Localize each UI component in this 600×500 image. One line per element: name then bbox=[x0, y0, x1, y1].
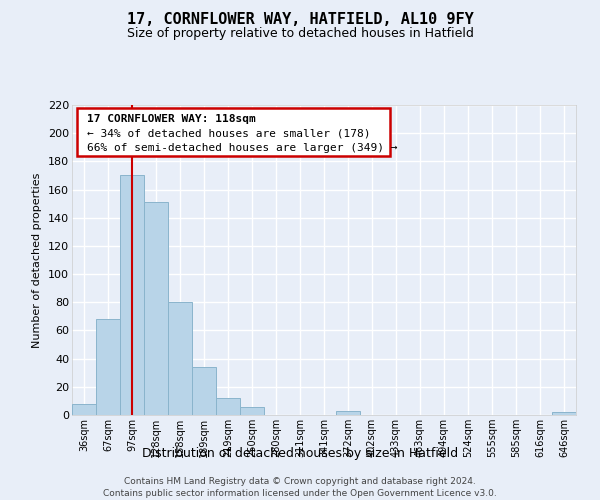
Text: Size of property relative to detached houses in Hatfield: Size of property relative to detached ho… bbox=[127, 28, 473, 40]
Bar bbox=[336, 411, 360, 415]
Text: 17 CORNFLOWER WAY: 118sqm: 17 CORNFLOWER WAY: 118sqm bbox=[87, 114, 256, 124]
Text: Contains public sector information licensed under the Open Government Licence v3: Contains public sector information licen… bbox=[103, 489, 497, 498]
Bar bbox=[168, 302, 192, 415]
Bar bbox=[216, 398, 240, 415]
Bar bbox=[192, 367, 216, 415]
Bar bbox=[120, 176, 144, 415]
Text: Distribution of detached houses by size in Hatfield: Distribution of detached houses by size … bbox=[142, 448, 458, 460]
Y-axis label: Number of detached properties: Number of detached properties bbox=[32, 172, 43, 348]
Text: ← 34% of detached houses are smaller (178): ← 34% of detached houses are smaller (17… bbox=[87, 128, 371, 138]
Bar bbox=[552, 412, 576, 415]
Bar bbox=[72, 404, 96, 415]
Text: 17, CORNFLOWER WAY, HATFIELD, AL10 9FY: 17, CORNFLOWER WAY, HATFIELD, AL10 9FY bbox=[127, 12, 473, 28]
Text: Contains HM Land Registry data © Crown copyright and database right 2024.: Contains HM Land Registry data © Crown c… bbox=[124, 478, 476, 486]
FancyBboxPatch shape bbox=[77, 108, 389, 156]
Bar bbox=[240, 406, 264, 415]
Text: 66% of semi-detached houses are larger (349) →: 66% of semi-detached houses are larger (… bbox=[87, 144, 398, 154]
Bar bbox=[144, 202, 168, 415]
Bar bbox=[96, 319, 120, 415]
